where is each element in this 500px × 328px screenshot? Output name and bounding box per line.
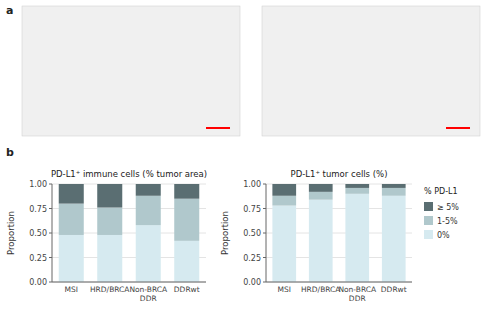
y-tick-label: 0.00: [29, 278, 47, 287]
image-placeholder: [22, 6, 240, 136]
y-tick-label: 0.50: [243, 229, 261, 238]
legend-label: ≥ 5%: [437, 203, 459, 212]
bar-segment: [272, 196, 296, 206]
bar-segment: [345, 184, 369, 188]
x-tick-label-line: DDR: [140, 294, 157, 303]
bar-segment: [382, 188, 406, 196]
y-tick-label: 0.25: [243, 254, 261, 263]
y-tick-label: 0.75: [29, 205, 47, 214]
bar-segment: [97, 235, 122, 282]
x-tick-label-line: DDRwt: [381, 285, 407, 294]
image-placeholder: [262, 6, 480, 136]
legend-swatch: [424, 202, 433, 211]
y-tick-label: 1.00: [29, 180, 47, 189]
x-tick-label-line: MSI: [278, 285, 291, 294]
panel-label: b: [6, 146, 14, 159]
x-tick-label-line: Non-BRCA: [129, 285, 168, 294]
x-tick-label: HRD/BRCA: [301, 285, 341, 294]
x-tick-label-line: Non-BRCA: [338, 285, 377, 294]
x-tick-label: DDRwt: [381, 285, 407, 294]
chart-title: PD-L1⁺ immune cells (% tumor area): [51, 169, 207, 179]
x-tick-label: Non-BRCADDR: [338, 285, 377, 303]
legend: % PD-L1 ≥ 5% 1-5% 0%: [424, 187, 459, 240]
bar-segment: [59, 204, 84, 235]
bar-segment: [59, 235, 84, 282]
bar-segment: [309, 184, 333, 192]
y-tick-label: 0.50: [29, 229, 47, 238]
y-tick-label: 0.75: [243, 205, 261, 214]
y-tick-label: 1.00: [243, 180, 261, 189]
bar-segment: [345, 194, 369, 282]
bars: [59, 184, 200, 282]
bar-segment: [174, 241, 199, 282]
panel-label: a: [6, 4, 13, 17]
x-tick-label-line: DDRwt: [174, 285, 200, 294]
legend-swatch: [424, 230, 433, 239]
y-tick-label: 0.25: [29, 254, 47, 263]
y-tick-label: 0.00: [243, 278, 261, 287]
y-axis: [52, 184, 53, 282]
bar-segment: [136, 225, 161, 282]
grid-line: [52, 282, 206, 283]
bar-segment: [136, 196, 161, 225]
legend-label: 0%: [437, 231, 450, 240]
y-axis-label: Proportion: [220, 211, 230, 255]
bar-segment: [309, 200, 333, 282]
scale-bar: [446, 127, 470, 129]
y-axis-label: Proportion: [6, 211, 16, 255]
x-tick-label-line: MSI: [65, 285, 78, 294]
chart: 0.000.250.500.751.00MSIHRD/BRCANon-BRCAD…: [6, 169, 207, 303]
chart-title: PD-L1⁺ tumor cells (%): [291, 169, 388, 179]
bar-segment: [174, 184, 199, 199]
legend-title: % PD-L1: [424, 187, 458, 196]
x-tick-label-line: HRD/BRCA: [301, 285, 341, 294]
bar-segment: [97, 208, 122, 235]
image-panel: [22, 6, 480, 136]
bar-segment: [382, 184, 406, 188]
x-tick-label: HRD/BRCA: [90, 285, 130, 294]
bar-segment: [136, 184, 161, 196]
legend-label: 1-5%: [437, 217, 458, 226]
bar-segment: [97, 184, 122, 208]
bar-segment: [382, 196, 406, 282]
bar-segment: [345, 188, 369, 194]
x-tick-label-line: DDR: [349, 294, 366, 303]
figure: ab0.000.250.500.751.00MSIHRD/BRCANon-BRC…: [0, 0, 500, 328]
chart: 0.000.250.500.751.00MSIHRD/BRCANon-BRCAD…: [220, 169, 459, 303]
bar-segment: [59, 184, 84, 204]
grid-line: [266, 282, 412, 283]
x-axis: [52, 282, 206, 283]
x-tick-label: MSI: [278, 285, 291, 294]
x-tick-label: DDRwt: [174, 285, 200, 294]
bars: [272, 184, 405, 282]
scale-bar: [206, 127, 230, 129]
x-axis: [266, 282, 412, 283]
bar-segment: [272, 184, 296, 196]
y-axis: [266, 184, 267, 282]
x-tick-label: Non-BRCADDR: [129, 285, 168, 303]
bar-segment: [174, 199, 199, 241]
x-tick-label-line: HRD/BRCA: [90, 285, 130, 294]
bar-segment: [309, 192, 333, 200]
legend-swatch: [424, 216, 433, 225]
x-tick-label: MSI: [65, 285, 78, 294]
bar-segment: [272, 206, 296, 282]
